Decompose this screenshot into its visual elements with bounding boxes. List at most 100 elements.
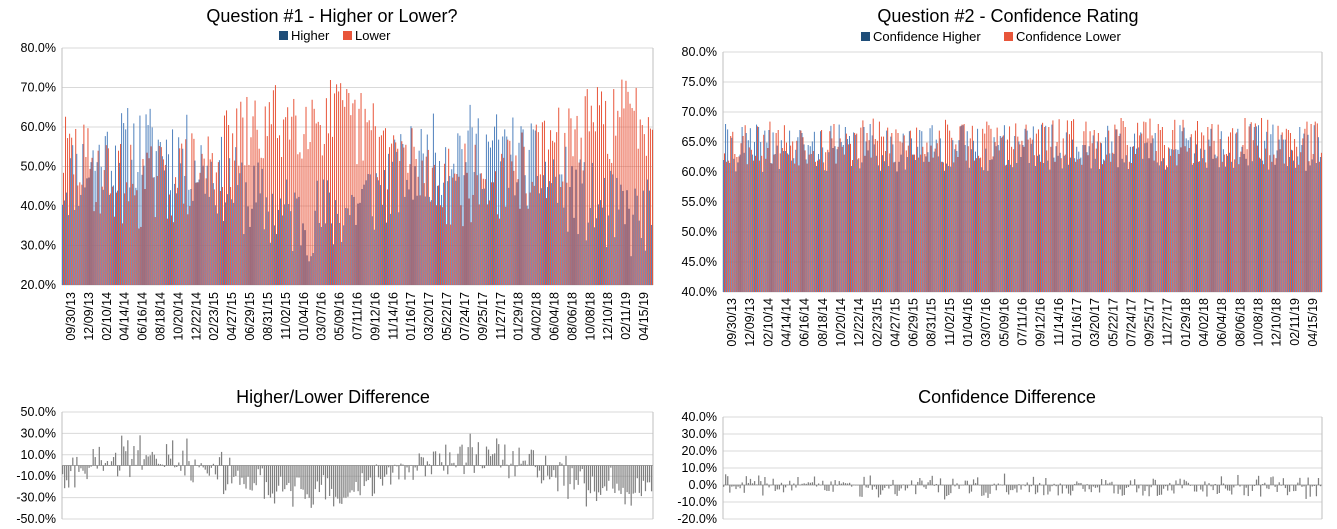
bar-lower — [901, 142, 903, 292]
bar-lower — [340, 83, 342, 285]
bar-higher — [453, 163, 455, 285]
bar-higher — [1224, 166, 1226, 292]
bar-difference — [1301, 485, 1303, 487]
bar-higher — [630, 256, 632, 285]
bar-difference — [365, 465, 367, 482]
bar-higher — [117, 190, 119, 285]
bar-difference — [296, 465, 298, 478]
bar-difference — [66, 465, 68, 481]
bar-higher — [896, 171, 898, 292]
bar-higher — [408, 189, 410, 285]
bar-higher — [96, 162, 98, 285]
bar-higher — [1049, 169, 1051, 292]
bar-lower — [1277, 125, 1279, 292]
bar-difference — [402, 464, 404, 466]
x-tick-label: 08/06/18 — [565, 292, 579, 341]
legend-label-confidence-higher: Confidence Higher — [873, 29, 981, 44]
bar-lower — [930, 145, 932, 292]
bar-higher — [1191, 164, 1193, 292]
bar-lower — [158, 145, 160, 285]
bar-difference — [1169, 482, 1171, 485]
bar-difference — [1028, 485, 1030, 493]
bar-higher — [1175, 149, 1177, 292]
bar-lower — [387, 189, 389, 285]
bar-difference — [247, 465, 249, 477]
bar-higher — [729, 163, 731, 292]
bar-difference — [1160, 485, 1163, 495]
y-tick-label: 40.0% — [682, 285, 717, 299]
bar-lower — [342, 100, 344, 285]
bar-lower — [590, 105, 592, 285]
bar-difference — [1216, 485, 1218, 495]
bar-higher — [778, 169, 780, 292]
bar-lower — [535, 124, 537, 285]
bar-higher — [432, 113, 434, 285]
bar-higher — [1160, 161, 1162, 292]
bar-higher — [813, 131, 815, 292]
bar-higher — [811, 141, 813, 292]
bar-difference — [762, 485, 764, 496]
bar-lower — [228, 125, 230, 286]
bar-lower — [1002, 135, 1004, 292]
bar-difference — [925, 485, 927, 489]
bar-higher — [1313, 125, 1315, 292]
bar-difference — [927, 482, 929, 485]
bar-lower — [238, 165, 240, 285]
x-tick-label: 06/04/18 — [1215, 298, 1229, 347]
bar-difference — [394, 464, 396, 466]
bar-higher — [544, 161, 546, 285]
bar-difference — [956, 483, 958, 485]
bar-lower — [1166, 165, 1168, 292]
bar-lower — [1151, 135, 1153, 292]
bar-lower — [849, 143, 851, 292]
bar-higher — [324, 223, 326, 285]
bar-lower — [274, 85, 276, 285]
bar-lower — [866, 133, 868, 292]
bar-higher — [1270, 134, 1272, 292]
bar-higher — [820, 131, 822, 292]
bars — [62, 433, 653, 508]
bar-lower — [435, 205, 437, 285]
bar-lower — [193, 138, 195, 285]
bar-higher — [312, 253, 314, 285]
bar-lower — [1161, 127, 1163, 292]
bar-difference — [1057, 485, 1059, 496]
bar-lower — [120, 143, 122, 285]
bar-lower — [168, 194, 170, 285]
bar-higher — [331, 223, 333, 285]
bar-difference — [946, 485, 948, 497]
bar-higher — [1247, 165, 1249, 292]
bar-lower — [876, 140, 878, 292]
bar-lower — [619, 117, 621, 285]
bar-difference — [1131, 485, 1134, 486]
bar-lower — [152, 177, 154, 285]
bar-higher — [1123, 162, 1125, 292]
y-tick-label: -10.0% — [677, 495, 717, 509]
x-axis-ticks: 09/30/13 12/09/13 02/10/14 04/14/14 06/16/14… — [725, 298, 1320, 347]
bar-difference — [1231, 485, 1233, 495]
legend-label-higher: Higher — [291, 28, 330, 43]
bar-lower — [783, 125, 785, 292]
x-tick-label: 01/16/17 — [404, 292, 418, 341]
bar-higher — [102, 189, 104, 285]
bar-lower — [482, 178, 484, 285]
bar-lower — [893, 162, 895, 292]
bar-higher — [90, 162, 92, 285]
bar-difference — [1134, 479, 1136, 485]
bar-higher — [68, 215, 70, 285]
bar-higher — [563, 207, 565, 285]
bar-higher — [404, 196, 406, 285]
bar-lower — [1048, 127, 1050, 292]
bar-higher — [379, 185, 381, 285]
bar-lower — [1033, 155, 1035, 292]
bar-higher — [646, 179, 648, 285]
x-tick-label: 02/11/19 — [619, 292, 633, 340]
y-tick-label: 10.0% — [21, 448, 56, 462]
bar-lower — [260, 157, 262, 285]
bar-lower — [1135, 154, 1137, 292]
bar-lower — [742, 136, 744, 292]
bar-higher — [1036, 155, 1038, 292]
bar-higher — [567, 231, 569, 285]
bar-difference — [1043, 485, 1045, 496]
bar-lower — [1240, 151, 1242, 292]
